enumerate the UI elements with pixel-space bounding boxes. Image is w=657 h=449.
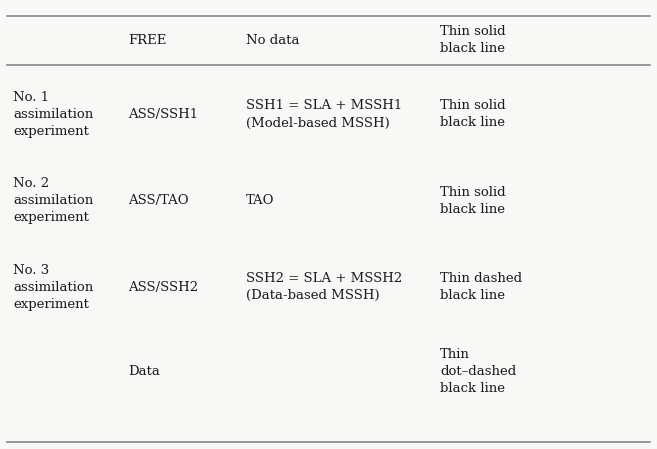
Text: Data: Data (128, 365, 160, 378)
Text: Thin
dot–dashed
black line: Thin dot–dashed black line (440, 348, 516, 395)
Text: ASS/SSH2: ASS/SSH2 (128, 281, 198, 294)
Text: No. 1
assimilation
experiment: No. 1 assimilation experiment (13, 91, 93, 138)
Text: No. 3
assimilation
experiment: No. 3 assimilation experiment (13, 264, 93, 311)
Text: ASS/TAO: ASS/TAO (128, 194, 189, 207)
Text: Thin solid
black line: Thin solid black line (440, 100, 506, 129)
Text: TAO: TAO (246, 194, 275, 207)
Text: No data: No data (246, 34, 300, 47)
Text: ASS/SSH1: ASS/SSH1 (128, 108, 198, 121)
Text: No. 2
assimilation
experiment: No. 2 assimilation experiment (13, 177, 93, 224)
Text: SSH2 = SLA + MSSH2
(Data-based MSSH): SSH2 = SLA + MSSH2 (Data-based MSSH) (246, 273, 403, 302)
Text: Thin solid
black line: Thin solid black line (440, 186, 506, 216)
Text: Thin dashed
black line: Thin dashed black line (440, 273, 522, 302)
Text: Thin solid
black line: Thin solid black line (440, 26, 506, 55)
Text: FREE: FREE (128, 34, 166, 47)
Text: SSH1 = SLA + MSSH1
(Model-based MSSH): SSH1 = SLA + MSSH1 (Model-based MSSH) (246, 100, 403, 129)
